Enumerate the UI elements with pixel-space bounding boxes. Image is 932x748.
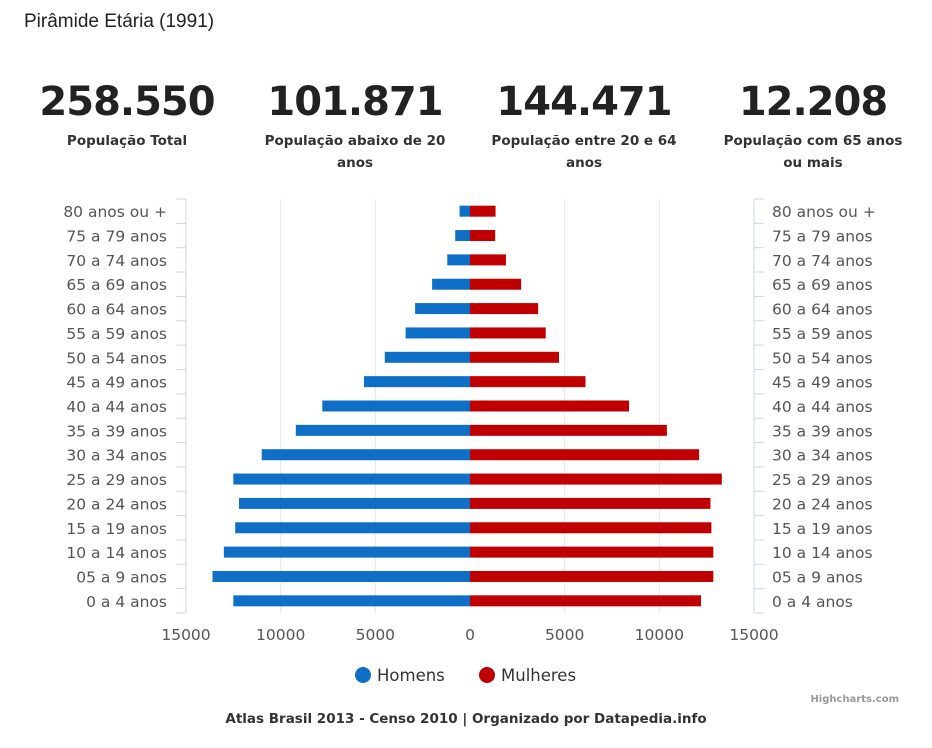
category-label-right: 35 a 39 anos <box>772 422 873 440</box>
bar-homens <box>261 449 470 461</box>
stat-value: 258.550 <box>39 79 215 125</box>
bar-homens <box>295 424 470 436</box>
bar-mulheres <box>470 595 701 607</box>
bar-mulheres <box>470 230 496 242</box>
stat-label: População abaixo de 20 anos <box>264 133 446 171</box>
category-label-left: 75 a 79 anos <box>66 228 167 246</box>
category-label-right: 45 a 49 anos <box>772 374 873 392</box>
category-label-left: 45 a 49 anos <box>66 374 167 392</box>
category-label-left: 70 a 74 anos <box>66 252 167 270</box>
bar-homens <box>415 303 470 315</box>
population-pyramid-chart: 80 anos ou + 80 anos ou + 75 a 79 anos 75 a… <box>63 198 876 644</box>
bar-homens <box>447 254 470 266</box>
legend-label: Mulheres <box>501 665 577 685</box>
bar-homens <box>384 351 470 363</box>
bar-mulheres <box>470 278 522 290</box>
category-label-left: 15 a 19 anos <box>66 520 167 538</box>
category-label-left: 80 anos ou + <box>63 203 167 221</box>
page-title: Pirâmide Etária (1991) <box>24 11 215 32</box>
category-label-right: 05 a 9 anos <box>772 568 863 586</box>
stat-value: 101.871 <box>267 79 443 125</box>
category-label-right: 10 a 14 anos <box>772 544 873 562</box>
category-label-left: 30 a 34 anos <box>66 447 167 465</box>
stats-row: 258.550 População Total 101.871 Populaçã… <box>0 78 932 178</box>
category-label-left: 05 a 9 anos <box>76 568 167 586</box>
category-label-left: 25 a 29 anos <box>66 471 167 489</box>
category-label-right: 60 a 64 anos <box>772 301 873 319</box>
legend: Homens Mulheres <box>0 663 932 687</box>
category-label-right: 0 a 4 anos <box>772 593 853 611</box>
footer-source: Atlas Brasil 2013 - Censo 2010 | Organiz… <box>225 711 707 727</box>
bar-homens <box>233 473 470 485</box>
category-label-right: 15 a 19 anos <box>772 520 873 538</box>
x-tick-label: 10000 <box>635 626 684 644</box>
legend-item-mulheres[interactable]: Mulheres <box>479 663 576 687</box>
bar-mulheres <box>470 205 496 217</box>
bar-mulheres <box>470 522 712 534</box>
legend-label: Homens <box>377 665 445 685</box>
category-label-right: 80 anos ou + <box>772 203 876 221</box>
category-label-left: 10 a 14 anos <box>66 544 167 562</box>
bar-homens <box>235 522 470 534</box>
bar-homens <box>322 400 470 412</box>
category-label-right: 20 a 24 anos <box>772 495 873 513</box>
category-label-left: 60 a 64 anos <box>66 301 167 319</box>
stat-value: 12.208 <box>738 79 888 125</box>
category-label-left: 55 a 59 anos <box>66 325 167 343</box>
category-label-right: 30 a 34 anos <box>772 447 873 465</box>
bar-mulheres <box>470 254 506 266</box>
stat-label: População Total <box>66 133 188 149</box>
bar-homens <box>363 376 470 388</box>
legend-dot-homens <box>355 667 371 683</box>
bar-mulheres <box>470 351 559 363</box>
credits-link[interactable]: Highcharts.com <box>810 694 899 705</box>
bar-mulheres <box>470 473 722 485</box>
bar-mulheres <box>470 497 711 509</box>
bar-mulheres <box>470 570 714 582</box>
category-label-right: 70 a 74 anos <box>772 252 873 270</box>
bar-homens <box>455 230 470 242</box>
stat-total-population: 258.550 População Total <box>22 78 232 152</box>
bar-homens <box>432 278 470 290</box>
bar-homens <box>223 546 470 558</box>
category-label-left: 0 a 4 anos <box>86 593 167 611</box>
bar-homens <box>212 570 471 582</box>
x-tick-label: 5000 <box>545 626 584 644</box>
x-tick-label: 10000 <box>256 626 305 644</box>
bar-mulheres <box>470 546 714 558</box>
category-label-left: 50 a 54 anos <box>66 349 167 367</box>
bar-mulheres <box>470 449 700 461</box>
bar-homens <box>405 327 470 339</box>
category-label-right: 50 a 54 anos <box>772 349 873 367</box>
stat-65-plus: 12.208 População com 65 anos ou mais <box>708 78 918 174</box>
x-tick-label: 5000 <box>356 626 395 644</box>
x-tick-label: 0 <box>465 626 475 644</box>
legend-dot-mulheres <box>479 667 495 683</box>
stat-under-20: 101.871 População abaixo de 20 anos <box>250 78 460 174</box>
bar-homens <box>239 497 470 509</box>
category-label-left: 65 a 69 anos <box>66 276 167 294</box>
stat-label: População com 65 anos ou mais <box>723 133 903 171</box>
bar-mulheres <box>470 327 546 339</box>
x-tick-label: 15000 <box>161 626 210 644</box>
category-label-right: 65 a 69 anos <box>772 276 873 294</box>
category-label-right: 75 a 79 anos <box>772 228 873 246</box>
category-label-right: 25 a 29 anos <box>772 471 873 489</box>
category-label-left: 20 a 24 anos <box>66 495 167 513</box>
category-label-left: 35 a 39 anos <box>66 422 167 440</box>
category-label-left: 40 a 44 anos <box>66 398 167 416</box>
bar-mulheres <box>470 303 539 315</box>
stat-label: População entre 20 e 64 anos <box>491 133 677 171</box>
bar-homens <box>233 595 470 607</box>
bar-mulheres <box>470 376 586 388</box>
x-tick-label: 15000 <box>729 626 778 644</box>
bar-mulheres <box>470 400 630 412</box>
legend-item-homens[interactable]: Homens <box>355 663 445 687</box>
bar-mulheres <box>470 424 667 436</box>
category-label-right: 40 a 44 anos <box>772 398 873 416</box>
stat-20-to-64: 144.471 População entre 20 e 64 anos <box>479 78 689 174</box>
bar-homens <box>459 205 470 217</box>
stat-value: 144.471 <box>496 79 672 125</box>
category-label-right: 55 a 59 anos <box>772 325 873 343</box>
